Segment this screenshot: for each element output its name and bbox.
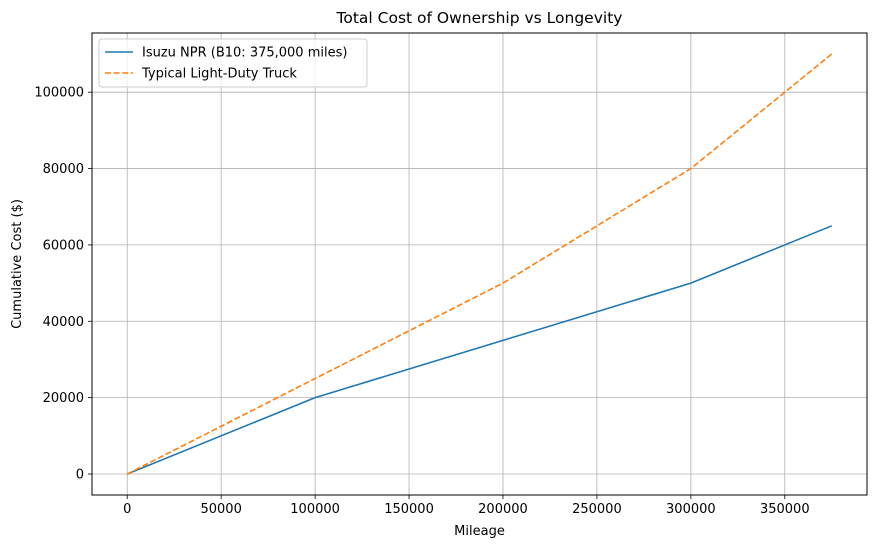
x-tick-label: 0 (123, 502, 131, 517)
series-lines (126, 53, 833, 475)
axis-ticks: 0 50000 100000 150000 200000 250000 300000 3500… (34, 86, 809, 517)
legend: Isuzu NPR (B10: 375,000 miles) Typical Li… (98, 38, 368, 88)
x-tick-label: 200000 (478, 502, 528, 517)
y-tick-label: 80000 (43, 162, 84, 177)
legend-label-1: Typical Light-Duty Truck (141, 67, 297, 82)
legend-label-0: Isuzu NPR (B10: 375,000 miles) (142, 46, 347, 61)
y-tick-label: 40000 (43, 315, 84, 330)
y-axis-label: Cumulative Cost ($) (10, 199, 25, 329)
y-tick-label: 100000 (34, 86, 84, 101)
y-tick-label: 0 (76, 468, 84, 483)
y-tick-label: 20000 (43, 391, 84, 406)
x-tick-label: 150000 (384, 502, 434, 517)
legend-box (98, 38, 368, 88)
y-tick-label: 60000 (43, 238, 84, 253)
series-line-1 (126, 53, 833, 475)
plot-frame (91, 32, 868, 496)
x-tick-label: 50000 (200, 502, 241, 517)
chart-title: Total Cost of Ownership vs Longevity (336, 9, 623, 27)
x-axis-label: Mileage (454, 524, 505, 539)
x-tick-label: 100000 (290, 502, 340, 517)
x-tick-label: 350000 (760, 502, 810, 517)
grid (92, 33, 867, 495)
x-tick-label: 300000 (666, 502, 716, 517)
series-line-0 (126, 225, 833, 475)
x-tick-label: 250000 (572, 502, 622, 517)
